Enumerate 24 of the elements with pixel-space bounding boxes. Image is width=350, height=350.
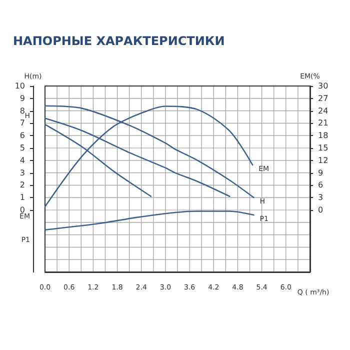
- y-tick-label: 8: [20, 106, 25, 116]
- y2-tick-label: 3: [318, 193, 324, 202]
- y2-tick-label: 12: [318, 156, 328, 165]
- y-tick-label: 1: [20, 193, 25, 202]
- y-tick-label: 9: [20, 94, 25, 103]
- y2-tick-label: 0: [318, 206, 324, 214]
- y2-tick-label: 24: [318, 106, 328, 116]
- y-tick-label: 6: [20, 131, 25, 140]
- y-tick-label: 4: [20, 156, 25, 165]
- y2-tick-label: 6: [318, 180, 324, 190]
- chart-title: НАПОРНЫЕ ХАРАКТЕРИСТИКИ: [13, 34, 225, 48]
- y-tick-label: 0: [20, 206, 25, 214]
- y-tick-label: 10: [14, 82, 25, 90]
- y2-tick-label: 18: [318, 131, 328, 140]
- y2-tick-label: 27: [318, 94, 328, 103]
- y2-tick-label: 9: [318, 168, 324, 178]
- y-tick-label: 2: [20, 180, 25, 190]
- y-tick-label: 3: [20, 168, 25, 178]
- y-tick-label: 5: [20, 144, 25, 152]
- y-tick-label: 7: [20, 118, 25, 128]
- y2-tick-label: 30: [318, 82, 328, 90]
- y2-tick-label: 21: [318, 118, 328, 128]
- y2-tick-label: 15: [318, 144, 328, 152]
- line-series: [44, 210, 254, 230]
